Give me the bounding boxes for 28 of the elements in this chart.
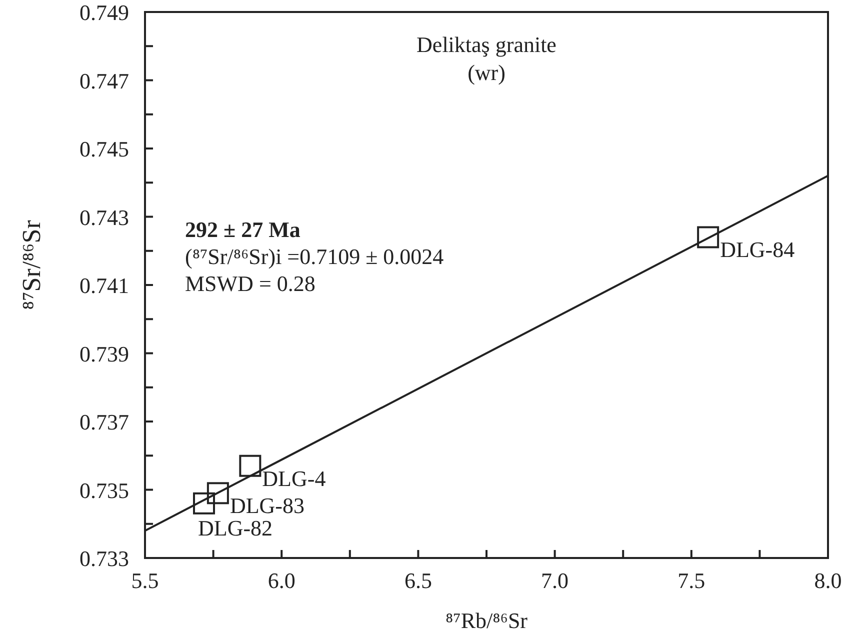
point <box>697 226 720 248</box>
annotation: DLG-84 <box>720 237 795 262</box>
x-axis-title: ⁸⁷Rb/⁸⁶Sr <box>445 608 528 633</box>
x-tick-label: 7.0 <box>541 568 569 593</box>
point <box>239 454 262 477</box>
annotation: MSWD = 0.28 <box>185 271 316 296</box>
y-tick-label: 0.745 <box>80 136 129 162</box>
y-tick-label: 0.743 <box>80 204 129 230</box>
annotation: DLG-4 <box>262 466 326 491</box>
text: (wr) <box>468 60 506 85</box>
y-tick-label: 0.737 <box>80 410 129 434</box>
y-tick-label: 0.735 <box>80 478 129 503</box>
x-tick-label: 8.0 <box>814 568 842 593</box>
x-tick-label: 6.5 <box>404 568 432 593</box>
x-tick-label: 7.5 <box>678 568 706 593</box>
y-tick-label: 0.733 <box>80 546 129 571</box>
text: Deliktaş granite <box>416 32 556 57</box>
point <box>206 482 229 504</box>
point <box>193 492 216 514</box>
y-axis-title: ⁸⁷Sr/⁸⁶Sr <box>17 220 46 310</box>
annotation: 292 ± 27 Ma <box>185 217 300 242</box>
y-tick-label: 0.749 <box>80 0 129 25</box>
annotation: (⁸⁷Sr/⁸⁶Sr)i =0.7109 ± 0.0024 <box>185 244 444 269</box>
x-tick-label: 5.5 <box>131 568 159 593</box>
y-tick-label: 0.739 <box>80 341 129 366</box>
y-tick-label: 0.741 <box>80 273 129 298</box>
y-tick-label: 0.747 <box>80 68 129 94</box>
x-tick-label: 6.0 <box>268 568 296 593</box>
